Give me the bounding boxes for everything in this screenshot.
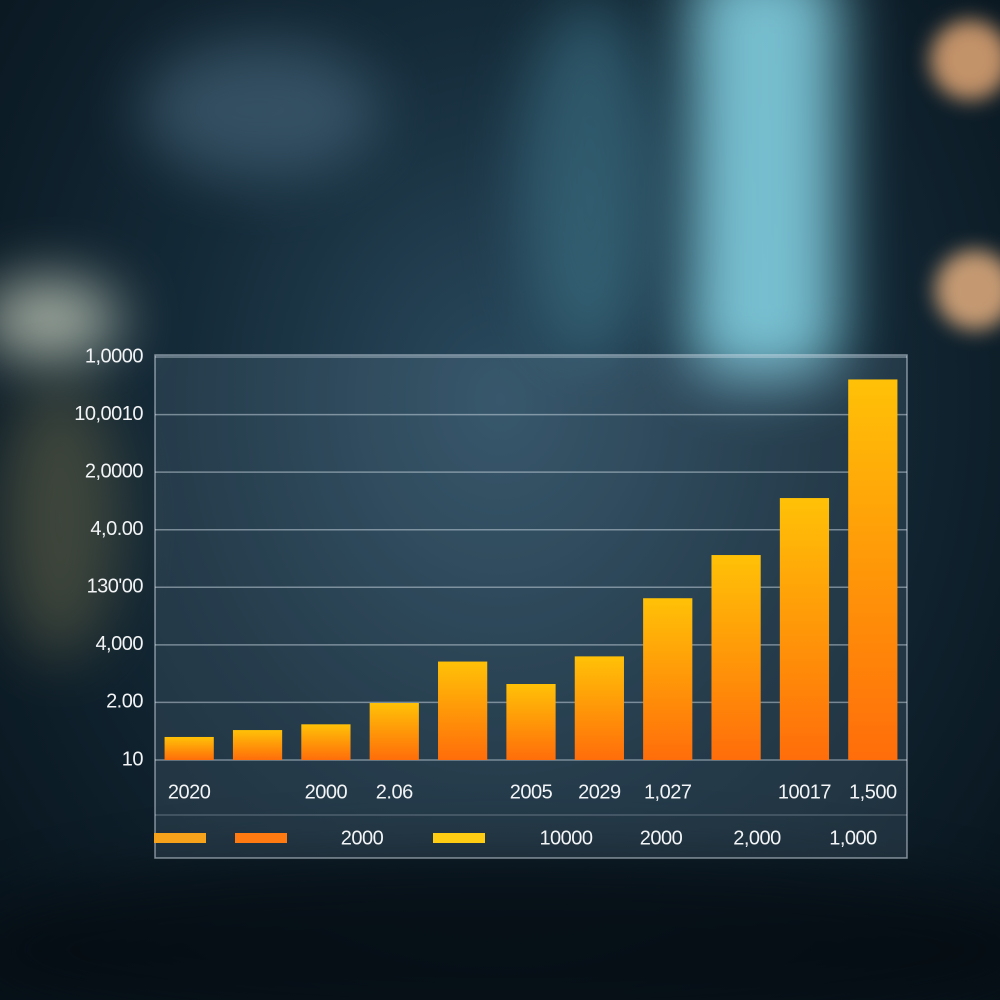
legend-label: 2000 [341, 827, 384, 849]
legend-swatch [433, 833, 485, 843]
legend-swatch [154, 833, 206, 843]
bar [301, 724, 351, 760]
bar [506, 684, 556, 760]
x-tick-label: 2000 [305, 781, 348, 803]
y-tick-label: 130'00 [87, 576, 144, 598]
x-tick-label: 1,500 [849, 781, 897, 803]
y-tick-label: 1,0000 [85, 345, 144, 367]
x-tick-label: 10017 [778, 781, 831, 803]
legend-label: 2000 [640, 827, 683, 849]
legend-swatch [235, 833, 287, 843]
bar [779, 498, 830, 760]
bar [369, 703, 419, 760]
x-tick-label: 2020 [168, 781, 211, 803]
y-tick-label: 2.00 [106, 691, 143, 713]
bar [574, 656, 624, 760]
bar [164, 736, 214, 760]
y-tick-label: 2,0000 [85, 460, 144, 482]
y-tick-label: 4,000 [95, 633, 143, 655]
y-tick-label: 10,0010 [74, 403, 143, 425]
x-tick-label: 2005 [510, 781, 553, 803]
bar [711, 555, 761, 760]
bar [848, 379, 898, 760]
legend-label: 1,000 [829, 827, 877, 849]
legend-label: 2,000 [733, 827, 781, 849]
x-tick-label: 1,027 [644, 781, 692, 803]
bar [643, 598, 693, 760]
bar [232, 730, 283, 760]
x-tick-label: 2029 [578, 781, 621, 803]
y-tick-label: 10 [122, 748, 144, 770]
x-tick-label: 2.06 [376, 781, 413, 803]
y-tick-label: 4,0.00 [90, 518, 143, 540]
legend-label: 10000 [539, 827, 592, 849]
bar [438, 661, 488, 760]
